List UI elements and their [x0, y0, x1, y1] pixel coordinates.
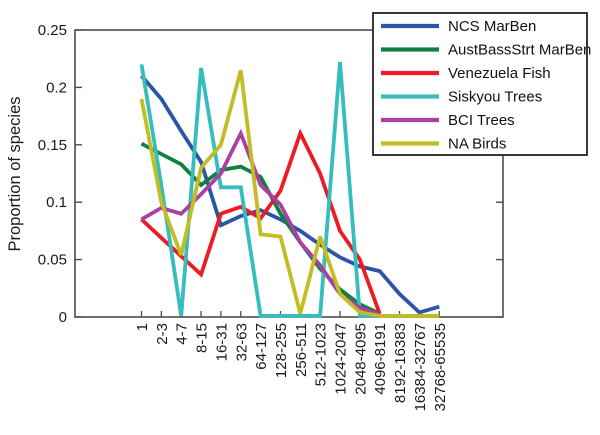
- y-tick-label: 0.1: [46, 194, 67, 211]
- x-tick-label: 64-127: [253, 323, 270, 370]
- x-tick-label: 32-63: [233, 323, 250, 361]
- x-tick-label: 32768-65535: [432, 323, 449, 411]
- legend-label-4: Siskyou Trees: [448, 89, 542, 106]
- x-tick-label: 1: [134, 323, 151, 331]
- x-tick-label: 2048-4095: [352, 323, 369, 395]
- legend: NCS MarBen AustBassStrt MarBen Venezuela F…: [372, 12, 591, 156]
- series-line-siskyou-trees: [139, 61, 380, 318]
- y-tick-label: 0.15: [38, 137, 67, 154]
- series-line-venezuela-fish: [140, 128, 382, 315]
- y-tick-label: 0.2: [46, 79, 67, 96]
- x-axis: 1 2-3 4-7 8-15 16-31 32-63 64-127 128-255 256-51…: [134, 311, 449, 411]
- x-tick-label: 16-31: [213, 323, 230, 361]
- x-tick-label: 16384-32767: [412, 323, 429, 411]
- x-tick-label: 4096-8191: [372, 323, 389, 395]
- x-tick-label: 512-1023: [313, 323, 330, 386]
- legend-label-6: NA Birds: [448, 136, 506, 153]
- x-tick-label: 8-15: [194, 323, 211, 353]
- x-tick-label: 128-255: [273, 323, 290, 378]
- x-tick-label: 4-7: [174, 323, 191, 345]
- legend-label-1: NCS MarBen: [448, 18, 536, 35]
- y-tick-label: 0.05: [38, 252, 67, 269]
- legend-label-5: BCI Trees: [448, 112, 515, 129]
- legend-label-2: AustBassStrt MarBen: [448, 42, 591, 59]
- y-tick-label: 0.25: [38, 22, 67, 39]
- x-tick-label: 256-511: [293, 323, 310, 377]
- series-lines: [139, 61, 440, 318]
- x-tick-label: 1024-2047: [333, 323, 350, 395]
- y-axis-label: Proportion of species: [6, 96, 24, 251]
- y-tick-label: 0: [59, 309, 67, 326]
- x-tick-label: 2-3: [154, 323, 171, 345]
- series-line-na-birds: [139, 69, 440, 318]
- y-axis-title: Proportion of species: [6, 96, 24, 251]
- x-tick-label: 8192-16383: [392, 323, 409, 403]
- legend-label-3: Venezuela Fish: [448, 65, 551, 82]
- legend-box: [372, 12, 588, 156]
